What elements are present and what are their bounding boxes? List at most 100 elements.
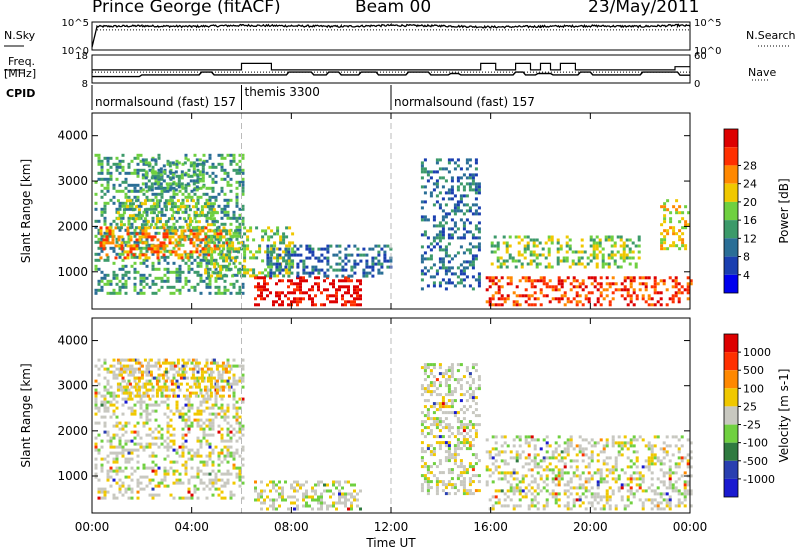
velocity-cell bbox=[235, 418, 239, 422]
power-cell bbox=[329, 300, 332, 304]
velocity-cell bbox=[128, 370, 132, 374]
velocity-cell bbox=[450, 366, 454, 370]
power-cell bbox=[371, 247, 375, 251]
power-cell bbox=[142, 162, 146, 166]
power-cell bbox=[147, 247, 151, 251]
velocity-cell bbox=[426, 444, 430, 448]
power-cell bbox=[468, 182, 472, 186]
velocity-cell bbox=[100, 466, 104, 470]
velocity-cell bbox=[533, 453, 537, 457]
power-cell bbox=[619, 253, 623, 257]
power-cell bbox=[226, 249, 230, 253]
velocity-cell bbox=[136, 466, 140, 470]
velocity-cell bbox=[161, 385, 165, 389]
power-cell bbox=[199, 162, 203, 166]
power-cell bbox=[535, 262, 539, 266]
velocity-cell bbox=[151, 385, 155, 389]
velocity-cell bbox=[170, 364, 174, 368]
velocity-cell bbox=[205, 463, 209, 467]
velocity-cell bbox=[152, 376, 156, 380]
power-cell bbox=[420, 260, 424, 264]
velocity-cell bbox=[172, 376, 176, 380]
velocity-cell bbox=[566, 441, 570, 445]
power-cell bbox=[574, 250, 578, 254]
velocity-cell bbox=[115, 367, 119, 371]
power-cell bbox=[515, 303, 519, 307]
power-cell bbox=[214, 258, 218, 262]
power-cell bbox=[380, 265, 384, 269]
velocity-cell bbox=[494, 489, 498, 493]
velocity-cell bbox=[599, 477, 603, 481]
power-cell bbox=[278, 268, 282, 272]
power-cell bbox=[471, 287, 475, 291]
power-cell bbox=[249, 256, 253, 260]
power-cell bbox=[94, 288, 98, 292]
velocity-cell bbox=[447, 366, 451, 370]
velocity-cell bbox=[94, 406, 98, 410]
velocity-cell bbox=[462, 492, 466, 496]
velocity-cell bbox=[515, 471, 519, 475]
power-cell bbox=[659, 291, 663, 295]
velocity-cell bbox=[474, 414, 478, 418]
velocity-cell bbox=[438, 480, 442, 484]
power-cell bbox=[500, 276, 504, 280]
velocity-cell bbox=[545, 483, 549, 487]
power-cell bbox=[272, 303, 275, 307]
power-cell bbox=[598, 250, 602, 254]
power-cell bbox=[206, 205, 210, 209]
power-cell bbox=[165, 232, 169, 236]
velocity-cell bbox=[115, 454, 119, 458]
velocity-cell bbox=[605, 438, 609, 442]
power-cell bbox=[150, 235, 154, 239]
velocity-cell bbox=[151, 496, 155, 500]
power-cell bbox=[641, 294, 645, 298]
power-cell bbox=[207, 244, 211, 248]
power-cell bbox=[193, 192, 197, 196]
power-cell bbox=[660, 244, 664, 248]
power-cell bbox=[119, 220, 123, 224]
power-cell bbox=[97, 162, 101, 166]
power-cell bbox=[356, 262, 360, 266]
power-cell bbox=[152, 211, 156, 215]
power-cell bbox=[135, 244, 139, 248]
power-cell bbox=[526, 247, 530, 251]
velocity-cell bbox=[112, 364, 116, 368]
power-cell bbox=[220, 291, 224, 295]
velocity-cell bbox=[193, 412, 197, 416]
power-colorbar-tick-label: 16 bbox=[743, 214, 757, 227]
power-cell bbox=[626, 288, 630, 292]
power-cell bbox=[136, 213, 140, 217]
velocity-cell bbox=[109, 364, 113, 368]
power-cell bbox=[145, 246, 149, 250]
velocity-cell bbox=[542, 438, 546, 442]
power-cell bbox=[551, 288, 555, 292]
power-cell bbox=[130, 225, 134, 229]
velocity-cell bbox=[308, 495, 311, 499]
power-cell bbox=[423, 215, 427, 219]
velocity-cell bbox=[423, 450, 427, 454]
velocity-cell bbox=[462, 483, 466, 487]
power-cell bbox=[219, 268, 223, 272]
velocity-cell bbox=[530, 459, 534, 463]
velocity-cell bbox=[488, 453, 492, 457]
power-cell bbox=[338, 244, 342, 248]
power-cell bbox=[641, 282, 645, 286]
velocity-cell bbox=[641, 480, 645, 484]
velocity-cell bbox=[596, 459, 600, 463]
power-cell bbox=[217, 252, 221, 256]
velocity-cell bbox=[453, 399, 457, 403]
power-cell bbox=[293, 282, 296, 286]
power-cell bbox=[124, 243, 128, 247]
power-cell bbox=[666, 232, 670, 236]
velocity-cell bbox=[314, 483, 317, 487]
velocity-cell bbox=[124, 421, 128, 425]
power-cell bbox=[353, 291, 356, 295]
velocity-cell bbox=[145, 364, 149, 368]
power-cell bbox=[202, 252, 206, 256]
power-cell bbox=[347, 259, 351, 263]
power-cell bbox=[629, 282, 633, 286]
power-cell bbox=[133, 285, 137, 289]
power-cell bbox=[142, 210, 146, 214]
power-cell bbox=[329, 294, 332, 298]
velocity-cell bbox=[596, 471, 600, 475]
